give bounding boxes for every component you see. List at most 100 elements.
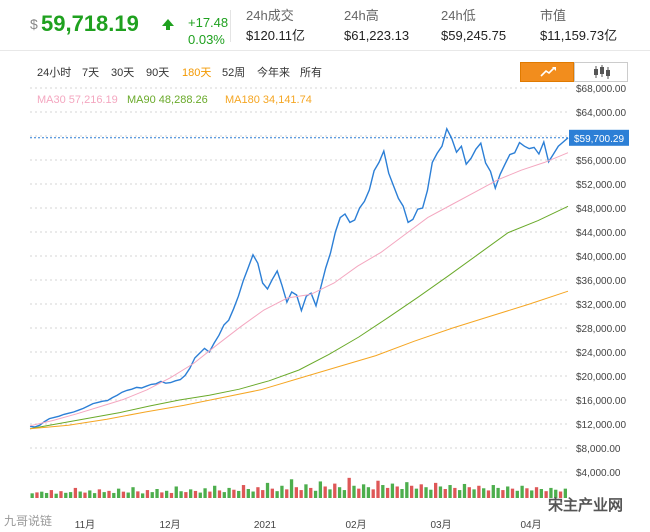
tab-180d[interactable]: 180天	[182, 67, 212, 79]
volume-bar	[299, 490, 303, 498]
current-price-label: $59,700.29	[574, 134, 624, 145]
line-chart-button[interactable]	[520, 62, 574, 82]
volume-bar	[352, 485, 356, 498]
y-tick-label: $52,000.00	[576, 180, 626, 191]
candlestick-icon	[594, 65, 610, 79]
y-tick-label: $8,000.00	[576, 444, 621, 455]
series-lines	[29, 126, 569, 430]
candlestick-button[interactable]	[574, 62, 628, 82]
volume-bar	[102, 492, 106, 498]
volume-bar	[357, 488, 361, 498]
volume-bar	[275, 491, 279, 498]
current-price-tag	[569, 129, 629, 146]
tab-7d[interactable]: 7天	[82, 67, 100, 79]
volume-bar	[256, 487, 260, 498]
stat-label: 24h高	[344, 8, 379, 23]
volume-bar	[414, 488, 419, 498]
volume-bar	[280, 485, 284, 498]
volume-bar	[184, 492, 188, 498]
x-tick-label: 04月	[520, 519, 541, 531]
volume-bar	[390, 483, 395, 498]
arrow-up-icon	[162, 19, 174, 26]
x-tick-label: 11月	[75, 519, 95, 531]
volume-bar	[549, 487, 553, 498]
volume-bars	[30, 477, 567, 498]
volume-bar	[136, 491, 140, 498]
volume-bar	[198, 492, 202, 498]
volume-bar	[520, 485, 524, 498]
volume-bar	[150, 492, 154, 498]
watermark-left: 九哥说链	[4, 514, 53, 528]
volume-bar	[126, 492, 130, 498]
volume-bar	[328, 489, 332, 498]
volume-bar	[92, 493, 97, 498]
volume-bar	[496, 487, 500, 498]
tab-all[interactable]: 所有	[300, 67, 322, 79]
volume-bar	[54, 493, 58, 498]
volume-bar	[59, 491, 63, 498]
tab-90d[interactable]: 90天	[146, 67, 170, 79]
y-tick-label: $20,000.00	[576, 372, 626, 383]
volume-bar	[337, 487, 342, 498]
y-tick-label: $28,000.00	[576, 324, 626, 335]
price-change-abs: +17.48	[188, 15, 229, 30]
volume-bar	[40, 491, 44, 498]
series-line-ma180	[29, 290, 569, 430]
y-tick-label: $48,000.00	[576, 204, 626, 215]
volume-bar	[49, 490, 54, 498]
y-tick-label: $36,000.00	[576, 276, 626, 287]
stat-value: $11,159.73亿	[540, 28, 618, 43]
volume-bar	[438, 486, 443, 498]
top-bar: $ 59,718.19 +17.48 0.03% 24h成交 $120.11亿 …	[0, 0, 650, 51]
volume-bar	[443, 489, 447, 498]
stat-low-24h: 24h低 $59,245.75	[441, 6, 506, 46]
stat-value: $59,245.75	[441, 28, 507, 43]
y-tick-label: $44,000.00	[576, 228, 626, 239]
tab-24h[interactable]: 24小时	[37, 67, 72, 79]
tab-ytd[interactable]: 今年来	[257, 67, 290, 79]
volume-bar	[73, 487, 78, 498]
volume-bar	[506, 486, 510, 498]
volume-bar	[289, 479, 294, 498]
header-divider	[230, 10, 231, 42]
volume-bar	[482, 488, 486, 498]
tab-52w[interactable]: 52周	[222, 67, 246, 79]
volume-bar	[381, 485, 385, 498]
volume-bar	[304, 484, 308, 498]
volume-bar	[385, 487, 390, 498]
volume-bar	[121, 491, 126, 498]
volume-bar	[68, 492, 73, 498]
arrow-up-icon-stem	[166, 25, 170, 30]
y-tick-label: $68,000.00	[576, 84, 626, 95]
y-tick-label: $24,000.00	[576, 348, 626, 359]
volume-bar	[179, 491, 183, 498]
volume-bar	[419, 484, 423, 498]
volume-bar	[232, 489, 236, 498]
volume-bar	[270, 488, 274, 498]
stat-market-cap: 市值 $11,159.73亿	[540, 6, 617, 46]
volume-bar	[193, 490, 198, 498]
volume-bar	[563, 488, 567, 498]
x-tick-label: 12月	[159, 519, 180, 531]
volume-bar	[467, 487, 471, 498]
volume-bar	[140, 493, 145, 498]
volume-bar	[112, 492, 116, 498]
volume-bar	[313, 490, 318, 498]
volume-bar	[213, 485, 217, 498]
tab-30d[interactable]: 30天	[111, 67, 135, 79]
volume-bar	[501, 490, 505, 498]
volume-bar	[261, 490, 265, 498]
volume-bar	[558, 491, 563, 498]
stat-label: 市值	[540, 8, 567, 23]
y-tick-label: $16,000.00	[576, 396, 626, 407]
volume-bar	[453, 487, 457, 498]
volume-bar	[472, 489, 476, 498]
volume-bar	[486, 490, 491, 498]
volume-bar	[530, 490, 534, 498]
volume-bar	[83, 492, 87, 498]
watermark-right: 宋主产业网	[548, 497, 624, 514]
volume-bar	[155, 489, 159, 498]
volume-bar	[429, 489, 433, 498]
volume-bar	[525, 488, 529, 498]
current-price: 59,718.19	[41, 11, 139, 36]
